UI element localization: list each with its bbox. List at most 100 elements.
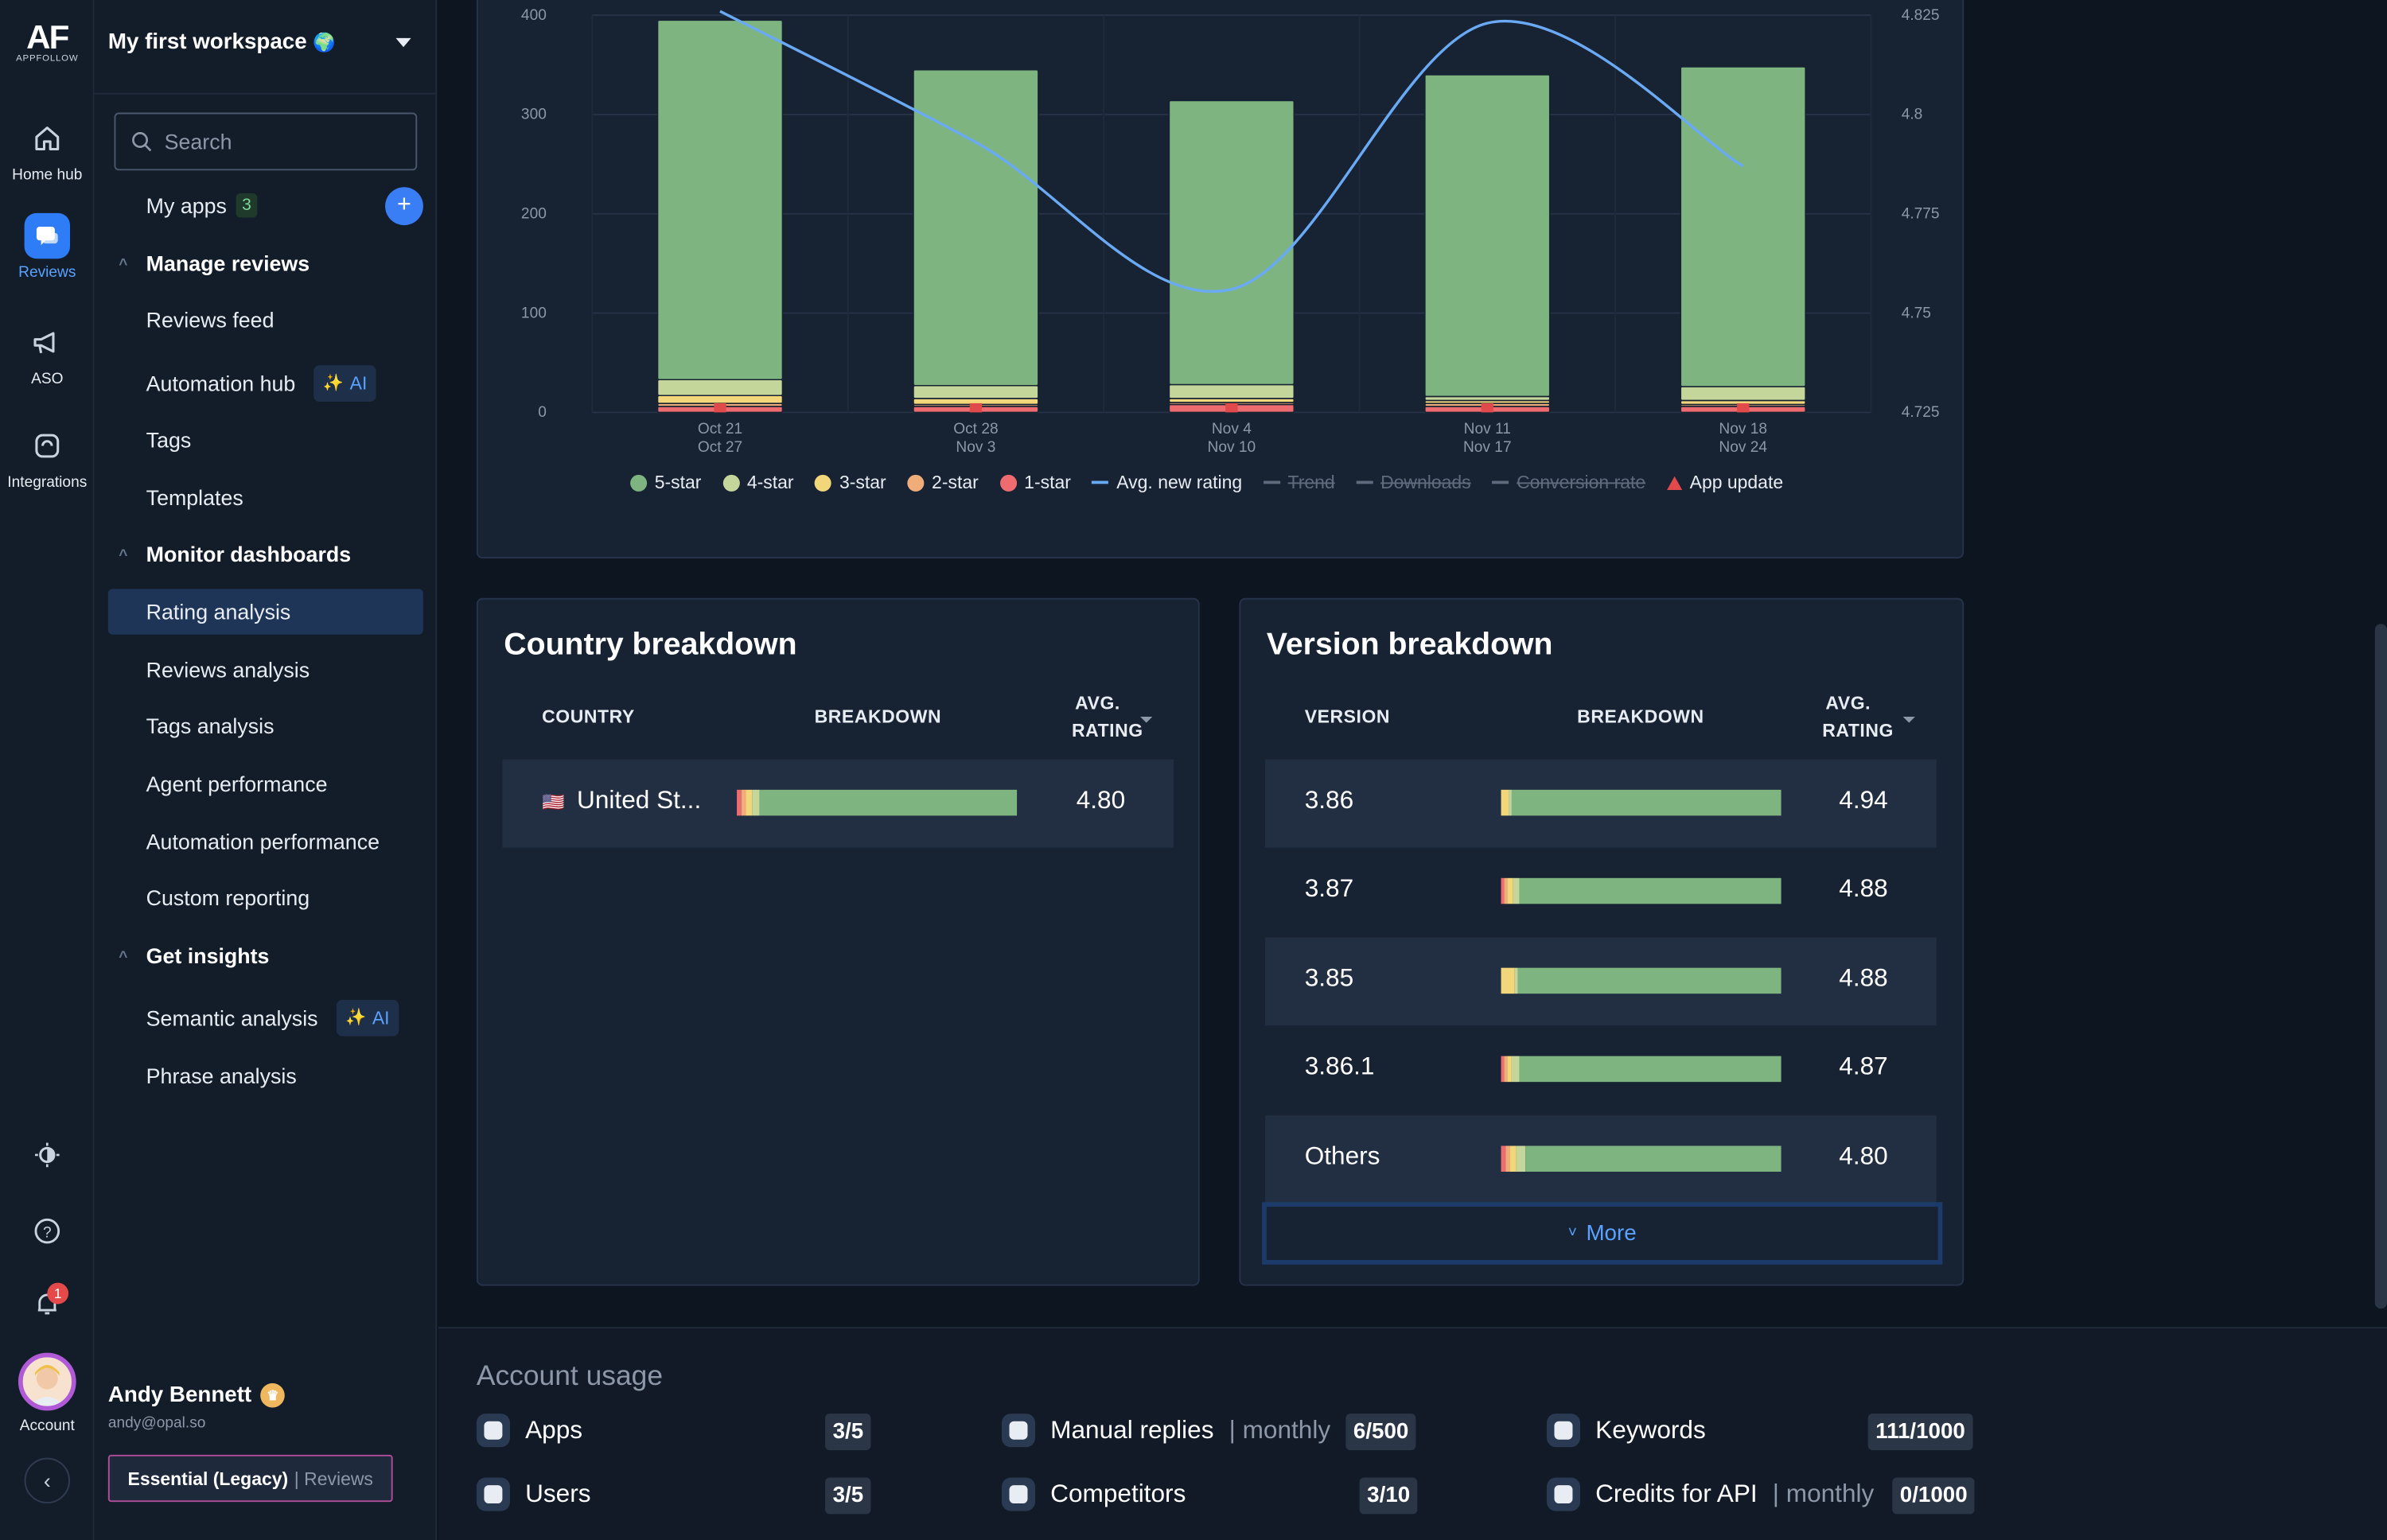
nav-tags[interactable]: Tags xyxy=(146,427,192,453)
legend-app-update[interactable]: App update xyxy=(1666,472,1783,493)
usage-apps: Apps xyxy=(476,1414,582,1448)
y-tick-label: 0 xyxy=(538,404,547,421)
workspace-dropdown-icon[interactable] xyxy=(395,37,411,48)
nav-custom-reporting[interactable]: Custom reporting xyxy=(146,885,310,910)
rail-reviews[interactable]: Reviews xyxy=(0,212,95,282)
legend-avg-new-rating[interactable]: Avg. new rating xyxy=(1092,472,1242,493)
manual-replies-count: 6/500 xyxy=(1345,1414,1416,1451)
table-row[interactable]: Others 4.80 xyxy=(1264,1115,1937,1204)
rating-breakdown-bar xyxy=(737,789,1018,816)
crown-icon: ♛ xyxy=(260,1382,286,1408)
legend-2-star[interactable]: 2-star xyxy=(907,472,979,493)
rail-home-hub[interactable]: Home hub xyxy=(0,115,95,184)
nav-templates[interactable]: Templates xyxy=(146,485,243,510)
ai-badge: ✨ AI xyxy=(336,999,399,1036)
bar-segment-3-star xyxy=(656,395,784,404)
country-name: 🇺🇸 United St... xyxy=(542,787,702,815)
legend-downloads[interactable]: Downloads xyxy=(1356,472,1471,493)
col-rating-header[interactable]: AVG. RATING xyxy=(1822,692,1894,741)
us-flag-icon: 🇺🇸 xyxy=(542,791,565,813)
col-version-header[interactable]: VERSION xyxy=(1304,706,1391,728)
legend-trend[interactable]: Trend xyxy=(1263,472,1335,493)
y2-tick-label: 4.725 xyxy=(1902,404,1940,421)
y2-tick-label: 4.825 xyxy=(1902,7,1940,24)
legend-5-star[interactable]: 5-star xyxy=(630,472,701,493)
add-app-button[interactable]: + xyxy=(385,187,423,226)
table-row[interactable]: 3.87 4.88 xyxy=(1265,848,1937,936)
rail-label: Integrations xyxy=(7,474,88,492)
nav-rating-analysis[interactable]: Rating analysis xyxy=(146,599,291,624)
avg-rating: 4.94 xyxy=(1839,787,1888,815)
y2-tick-label: 4.775 xyxy=(1902,206,1940,223)
user-name: Andy Bennett ♛ xyxy=(108,1382,286,1408)
search-input[interactable]: Search xyxy=(114,112,418,171)
table-row[interactable]: 3.86 4.94 xyxy=(1264,759,1937,848)
nav-automation-hub[interactable]: Automation hub ✨ AI xyxy=(146,365,376,402)
card-title: Country breakdown xyxy=(504,627,797,663)
x-tick-label: Nov 3 xyxy=(956,439,995,456)
integrations-icon xyxy=(25,423,70,469)
search-placeholder: Search xyxy=(164,129,232,154)
legend-3-star[interactable]: 3-star xyxy=(815,472,886,493)
main-content: 400 300 200 100 0 4.825 4.8 4.775 4.75 4.725 Oct 2… xyxy=(438,0,2387,1540)
theme-toggle-icon[interactable] xyxy=(25,1132,70,1177)
y2-tick-label: 4.75 xyxy=(1902,305,1931,321)
bar-segment-5-star xyxy=(1168,99,1295,386)
bar-segment-4-star xyxy=(913,384,1039,399)
competitors-icon xyxy=(1001,1477,1036,1511)
legend-conversion-rate[interactable]: Conversion rate xyxy=(1492,472,1645,493)
reply-icon xyxy=(1001,1414,1036,1448)
rating-breakdown-bar xyxy=(1501,967,1781,994)
nav-tags-analysis[interactable]: Tags analysis xyxy=(146,714,275,738)
workspace-name[interactable]: My first workspace 🌍 xyxy=(107,30,336,55)
divider xyxy=(94,92,438,95)
bar-segment-4-star xyxy=(1168,383,1295,399)
nav-section-manage-reviews[interactable]: Manage reviews xyxy=(119,248,310,282)
users-usage-count: 3/5 xyxy=(825,1477,871,1515)
y-tick-label: 300 xyxy=(521,107,547,123)
appfollow-logo[interactable]: AF APPFOLLOW xyxy=(9,21,85,64)
more-button[interactable]: ˅ More xyxy=(1262,1202,1943,1265)
help-icon[interactable]: ? xyxy=(25,1208,70,1254)
nav-agent-performance[interactable]: Agent performance xyxy=(146,771,328,796)
usage-users: Users xyxy=(476,1477,591,1511)
page-scrollbar[interactable] xyxy=(2374,624,2387,1309)
sort-desc-icon[interactable] xyxy=(1140,717,1153,723)
account-label: Account xyxy=(19,1418,75,1435)
sort-desc-icon[interactable] xyxy=(1902,717,1915,723)
api-icon xyxy=(1546,1477,1581,1511)
rail-integrations[interactable]: Integrations xyxy=(0,423,95,492)
nav-reviews-analysis[interactable]: Reviews analysis xyxy=(146,657,310,682)
legend-1-star[interactable]: 1-star xyxy=(999,472,1071,493)
table-row[interactable]: 3.86.1 4.87 xyxy=(1265,1025,1937,1114)
y-tick-label: 200 xyxy=(521,206,547,223)
user-icon xyxy=(476,1477,510,1511)
nav-reviews-feed[interactable]: Reviews feed xyxy=(146,307,275,332)
rail-aso[interactable]: ASO xyxy=(0,320,95,388)
app-update-marker xyxy=(714,402,726,413)
nav-section-get-insights[interactable]: Get insights xyxy=(119,940,269,974)
rating-chart-card: 400 300 200 100 0 4.825 4.8 4.775 4.75 4.725 Oct 2… xyxy=(476,0,1965,559)
table-row[interactable]: 3.85 4.88 xyxy=(1264,937,1937,1026)
bar-segment-4-star xyxy=(1680,386,1806,402)
nav-phrase-analysis[interactable]: Phrase analysis xyxy=(146,1064,297,1088)
plan-suffix: | Reviews xyxy=(294,1468,373,1489)
notification-badge: 1 xyxy=(47,1282,69,1305)
credits-count: 0/1000 xyxy=(1892,1477,1976,1515)
avg-rating: 4.80 xyxy=(1076,787,1126,815)
avg-rating: 4.88 xyxy=(1839,874,1888,903)
avg-rating: 4.88 xyxy=(1839,964,1888,993)
avatar[interactable] xyxy=(18,1352,76,1411)
legend-4-star[interactable]: 4-star xyxy=(722,472,794,493)
table-row[interactable]: 🇺🇸 United St... 4.80 xyxy=(502,759,1174,848)
nav-automation-performance[interactable]: Automation performance xyxy=(146,829,380,854)
nav-section-monitor-dashboards[interactable]: Monitor dashboards xyxy=(119,539,351,572)
collapse-sidebar-button[interactable]: ‹ xyxy=(24,1457,71,1504)
rail-label: ASO xyxy=(31,371,64,388)
col-rating-header[interactable]: AVG. RATING xyxy=(1071,692,1143,741)
col-country-header[interactable]: COUNTRY xyxy=(542,706,635,728)
nav-semantic-analysis[interactable]: Semantic analysis ✨ AI xyxy=(146,999,399,1036)
nav-my-apps[interactable]: My apps 3 xyxy=(146,190,258,220)
plan-badge[interactable]: Essential (Legacy) | Reviews xyxy=(107,1454,393,1503)
